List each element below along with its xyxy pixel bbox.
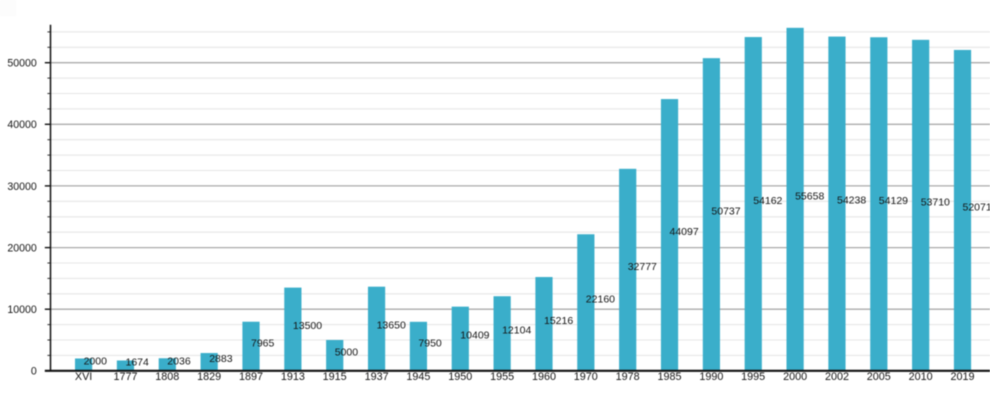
svg-text:13650: 13650 xyxy=(377,320,406,332)
svg-text:1937: 1937 xyxy=(365,371,389,383)
svg-text:54238: 54238 xyxy=(837,195,866,207)
svg-text:2002: 2002 xyxy=(825,371,849,383)
svg-text:7950: 7950 xyxy=(418,337,442,349)
svg-text:2005: 2005 xyxy=(867,371,891,383)
svg-text:2000: 2000 xyxy=(783,371,807,383)
svg-text:1674: 1674 xyxy=(126,357,150,369)
svg-text:1808: 1808 xyxy=(155,371,179,383)
svg-text:1915: 1915 xyxy=(323,371,347,383)
svg-text:1985: 1985 xyxy=(657,371,681,383)
svg-text:XVI: XVI xyxy=(75,371,92,383)
svg-text:15216: 15216 xyxy=(544,315,573,327)
svg-text:5000: 5000 xyxy=(335,346,359,358)
svg-text:54162: 54162 xyxy=(753,195,782,207)
svg-text:40000: 40000 xyxy=(7,119,37,131)
svg-text:10409: 10409 xyxy=(460,330,489,342)
svg-text:2019: 2019 xyxy=(950,371,974,383)
svg-text:52071: 52071 xyxy=(963,201,990,213)
svg-text:1913: 1913 xyxy=(281,371,305,383)
svg-text:1897: 1897 xyxy=(239,371,263,383)
svg-text:53710: 53710 xyxy=(921,196,950,208)
svg-text:50000: 50000 xyxy=(7,58,37,70)
svg-text:1995: 1995 xyxy=(741,371,765,383)
svg-text:2036: 2036 xyxy=(167,356,191,368)
svg-text:32777: 32777 xyxy=(628,261,657,273)
svg-text:12104: 12104 xyxy=(502,325,531,337)
svg-text:50737: 50737 xyxy=(711,206,740,218)
svg-text:30000: 30000 xyxy=(7,181,37,193)
svg-text:1945: 1945 xyxy=(406,371,430,383)
svg-text:2010: 2010 xyxy=(909,371,933,383)
svg-text:1978: 1978 xyxy=(616,371,640,383)
svg-text:7965: 7965 xyxy=(251,337,275,349)
svg-text:13500: 13500 xyxy=(293,320,322,332)
svg-text:55658: 55658 xyxy=(795,190,824,202)
svg-text:0: 0 xyxy=(31,366,37,378)
svg-text:1955: 1955 xyxy=(490,371,514,383)
svg-text:20000: 20000 xyxy=(7,243,37,255)
svg-text:22160: 22160 xyxy=(586,294,615,306)
svg-text:54129: 54129 xyxy=(879,195,908,207)
svg-text:1960: 1960 xyxy=(532,371,556,383)
svg-text:44097: 44097 xyxy=(670,226,699,238)
svg-text:1990: 1990 xyxy=(699,371,723,383)
svg-text:2000: 2000 xyxy=(84,356,108,368)
svg-text:1829: 1829 xyxy=(197,371,221,383)
svg-text:1970: 1970 xyxy=(574,371,598,383)
svg-text:2883: 2883 xyxy=(209,353,233,365)
svg-text:10000: 10000 xyxy=(7,304,37,316)
svg-text:1950: 1950 xyxy=(448,371,472,383)
svg-text:1777: 1777 xyxy=(113,371,137,383)
